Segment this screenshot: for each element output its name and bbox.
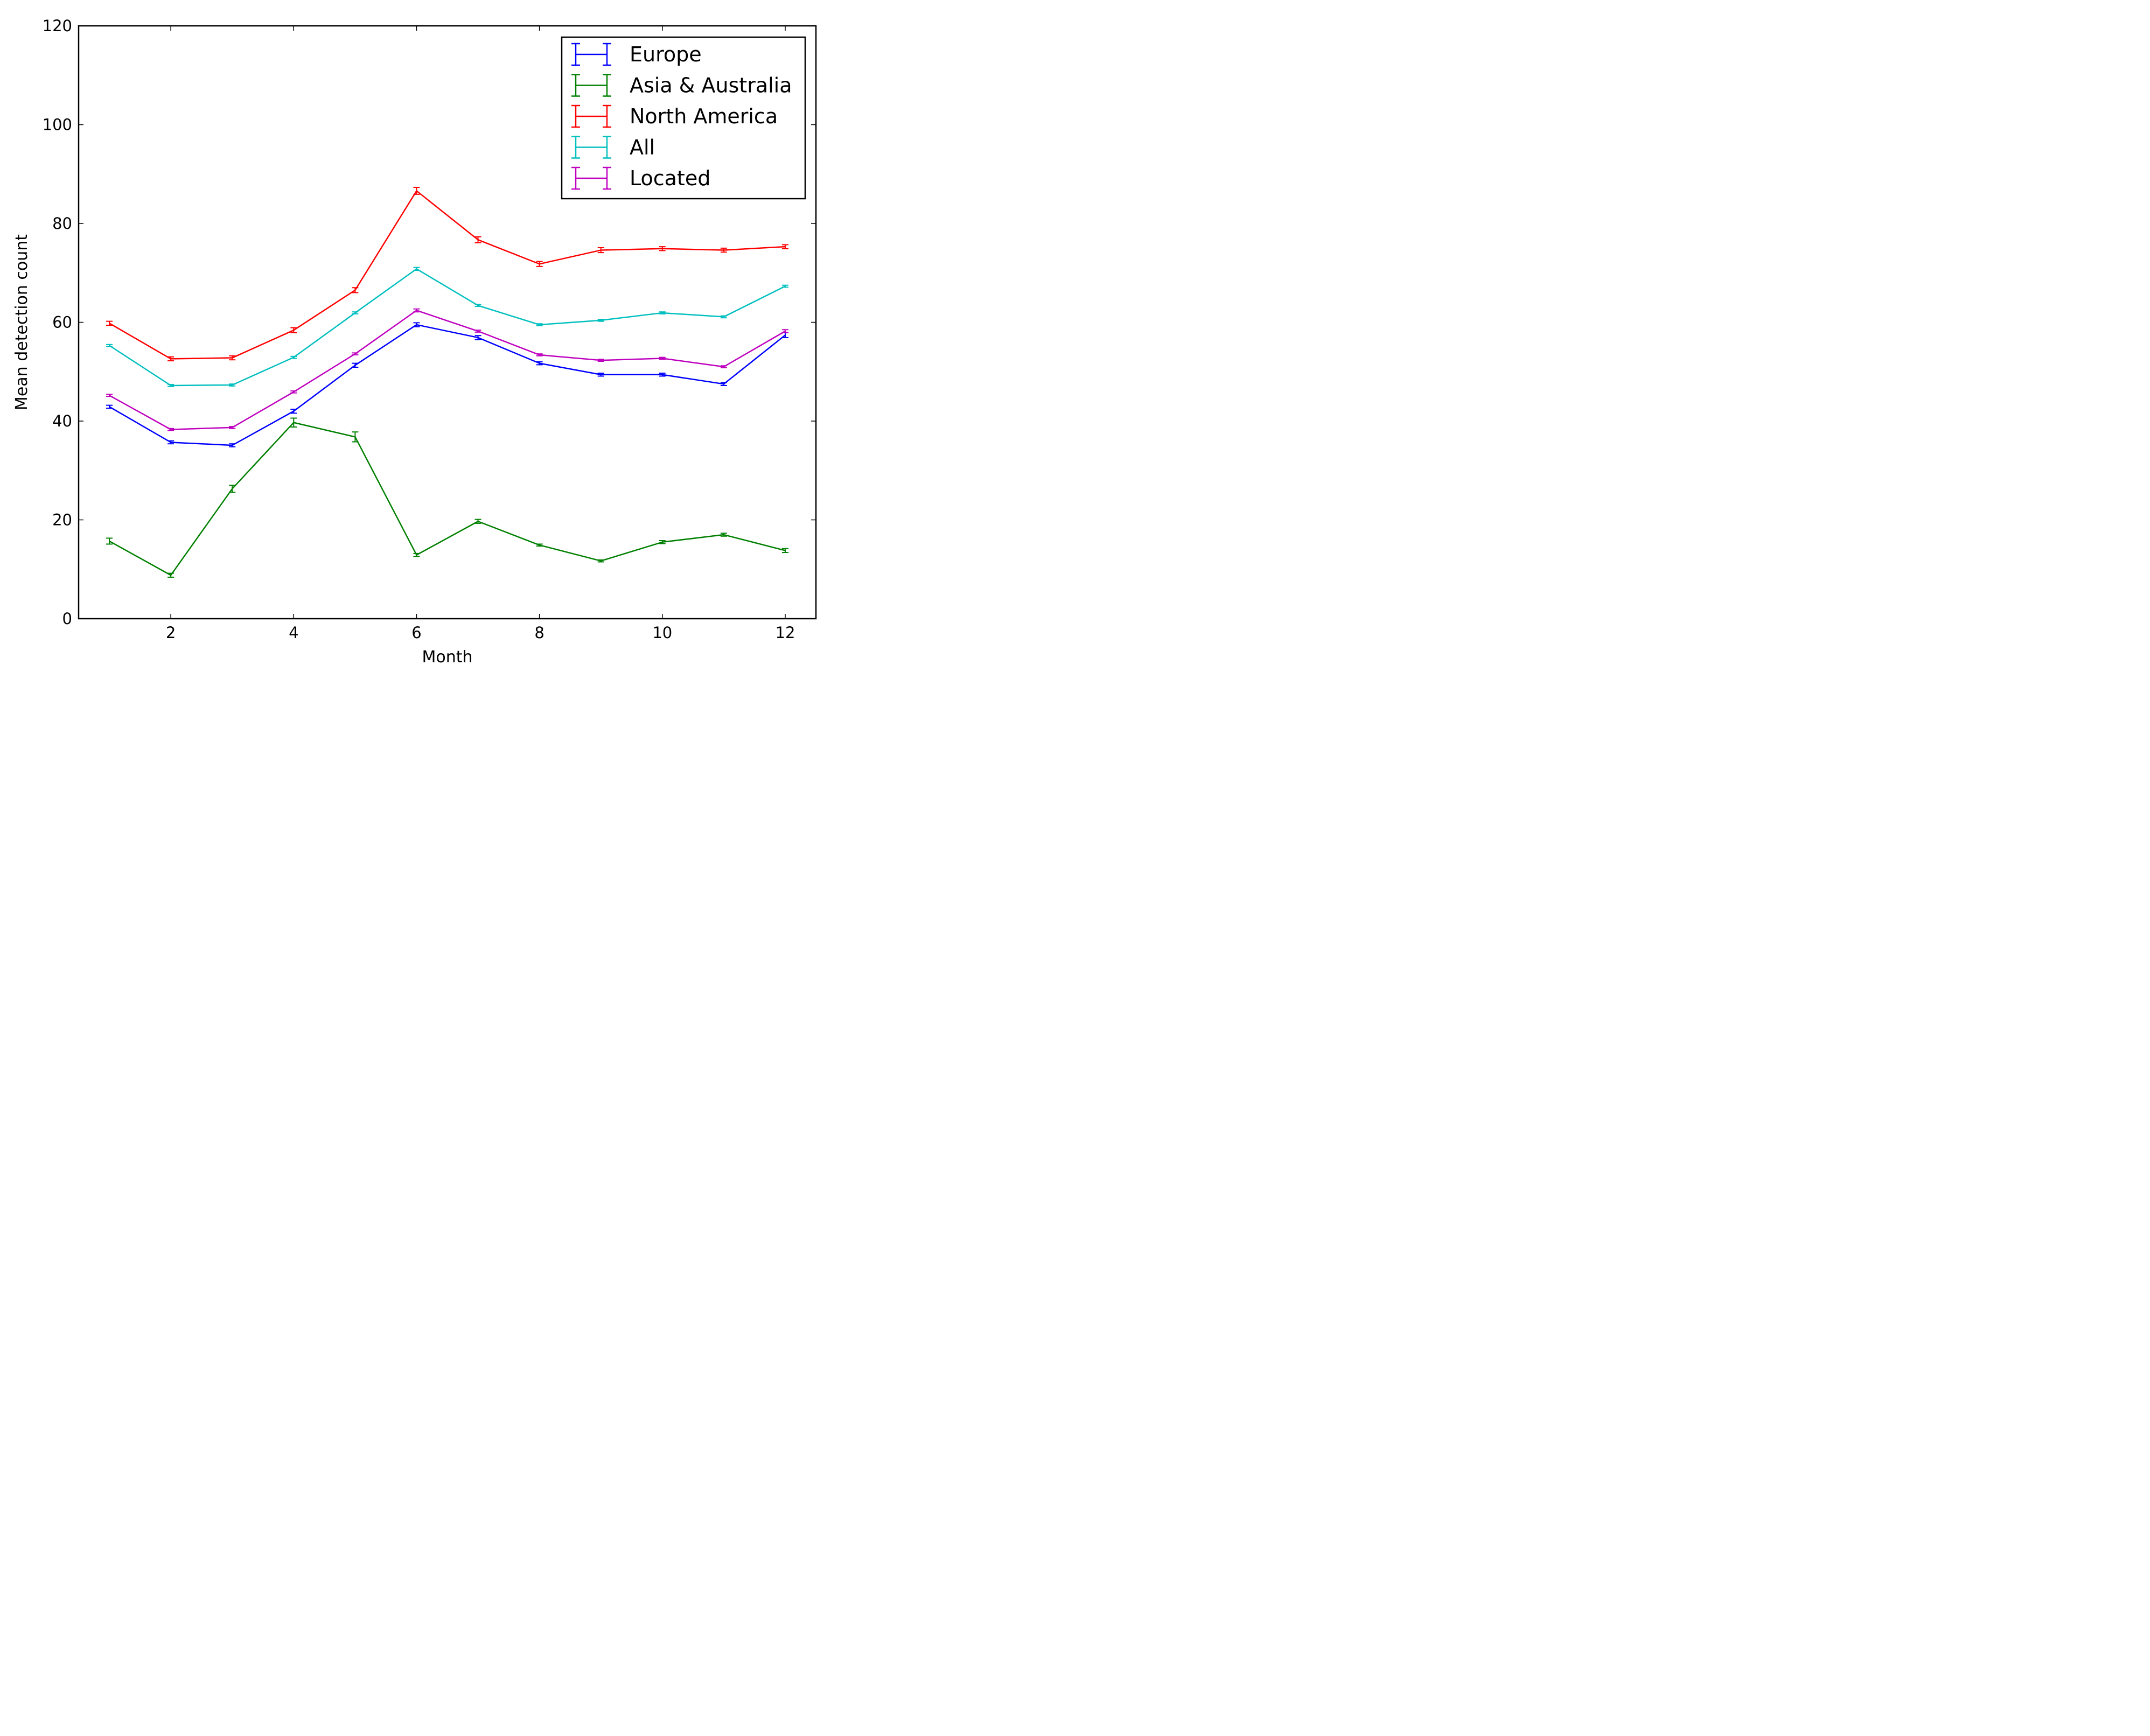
error-bar-all: [474, 304, 481, 307]
y-tick-label: 100: [43, 116, 72, 134]
error-bar-north-america: [597, 247, 604, 254]
x-tick-label: 2: [166, 624, 176, 642]
error-bar-asia-australia: [781, 548, 788, 554]
x-tick-label: 8: [534, 624, 544, 642]
legend-swatch: [571, 166, 611, 190]
error-bar-all: [106, 344, 113, 347]
error-bar-europe: [290, 408, 297, 414]
y-tick-label: 0: [62, 610, 72, 628]
error-bar-asia-australia: [720, 533, 727, 537]
error-bar-north-america: [167, 356, 174, 362]
legend-item-north-america: North America: [571, 104, 778, 128]
error-bar-located: [290, 390, 297, 394]
error-bar-all: [720, 315, 727, 319]
legend-item-all: All: [571, 136, 655, 159]
error-bar-asia-australia: [413, 552, 420, 557]
error-bar-all: [229, 383, 236, 387]
x-tick-label: 10: [652, 624, 672, 642]
error-bar-north-america: [352, 287, 359, 293]
error-bar-north-america: [536, 261, 543, 267]
error-bar-europe: [229, 443, 236, 447]
error-bar-located: [106, 394, 113, 397]
legend-swatch: [571, 43, 611, 66]
error-bar-north-america: [781, 244, 788, 249]
error-bar-asia-australia: [352, 431, 359, 443]
y-tick-label: 40: [52, 412, 72, 430]
legend-label-located: Located: [630, 166, 710, 190]
error-bar-europe: [659, 373, 666, 377]
legend-swatch: [571, 104, 611, 128]
error-bar-north-america: [474, 236, 481, 243]
error-bar-north-america: [290, 327, 297, 333]
error-bar-located: [229, 426, 236, 429]
error-bar-europe: [720, 382, 727, 386]
error-bar-located: [413, 308, 420, 313]
error-bar-europe: [413, 322, 420, 327]
legend-item-europe: Europe: [571, 43, 702, 66]
error-bar-asia-australia: [474, 519, 481, 524]
y-tick-label: 60: [52, 313, 72, 332]
error-bar-located: [474, 330, 481, 333]
legend-label-north-america: North America: [630, 104, 778, 128]
legend-swatch: [571, 74, 611, 97]
error-bar-all: [167, 384, 174, 387]
error-bar-europe: [352, 362, 359, 368]
error-bar-europe: [106, 404, 113, 409]
series-line-europe: [109, 324, 786, 446]
x-axis-label: Month: [422, 648, 472, 667]
chart-marks: [106, 187, 788, 578]
error-bar-located: [167, 428, 174, 431]
error-bar-north-america: [659, 246, 666, 251]
error-bar-asia-australia: [106, 537, 113, 545]
error-bar-asia-australia: [536, 543, 543, 547]
y-tick-label: 80: [52, 214, 72, 233]
series-line-located: [109, 310, 786, 430]
error-bar-asia-australia: [229, 485, 236, 493]
error-bar-all: [290, 355, 297, 359]
error-bar-north-america: [229, 355, 236, 361]
error-bar-all: [781, 284, 788, 288]
error-bar-europe: [597, 373, 604, 377]
legend-item-located: Located: [571, 166, 710, 190]
error-bar-north-america: [720, 247, 727, 253]
error-bar-asia-australia: [167, 572, 174, 578]
series-line-north-america: [109, 190, 786, 360]
legend: Europe Asia & Australia North America All Lo…: [561, 36, 806, 200]
x-tick-label: 4: [289, 624, 298, 642]
series-line-asia-australia: [109, 422, 786, 576]
y-tick-label: 120: [43, 17, 72, 35]
error-bar-asia-australia: [290, 417, 297, 428]
x-tick-label: 6: [411, 624, 421, 642]
error-bar-all: [597, 318, 604, 322]
legend-label-europe: Europe: [630, 43, 702, 66]
error-bar-all: [536, 323, 543, 326]
error-bar-asia-australia: [659, 540, 666, 544]
error-bar-located: [781, 329, 788, 333]
error-bar-europe: [167, 440, 174, 445]
error-bar-all: [413, 267, 420, 271]
legend-label-all: All: [630, 136, 655, 159]
y-tick-label: 20: [52, 511, 72, 529]
error-bar-located: [720, 365, 727, 368]
error-bar-located: [659, 356, 666, 360]
error-bar-north-america: [413, 187, 420, 195]
error-bar-all: [659, 311, 666, 314]
legend-item-asia-australia: Asia & Australia: [571, 74, 792, 97]
error-bar-located: [536, 353, 543, 356]
error-bar-europe: [536, 361, 543, 366]
legend-swatch: [571, 136, 611, 159]
x-tick-label: 12: [776, 624, 795, 642]
error-bar-asia-australia: [597, 559, 604, 563]
error-bar-all: [352, 311, 359, 314]
legend-box: [561, 36, 806, 200]
legend-label-asia-australia: Asia & Australia: [630, 74, 792, 97]
error-bar-located: [352, 352, 359, 356]
error-bar-located: [597, 359, 604, 362]
series-line-all: [109, 268, 786, 387]
y-axis-label: Mean detection count: [12, 234, 31, 410]
error-bar-north-america: [106, 320, 113, 326]
error-bar-europe: [474, 335, 481, 340]
